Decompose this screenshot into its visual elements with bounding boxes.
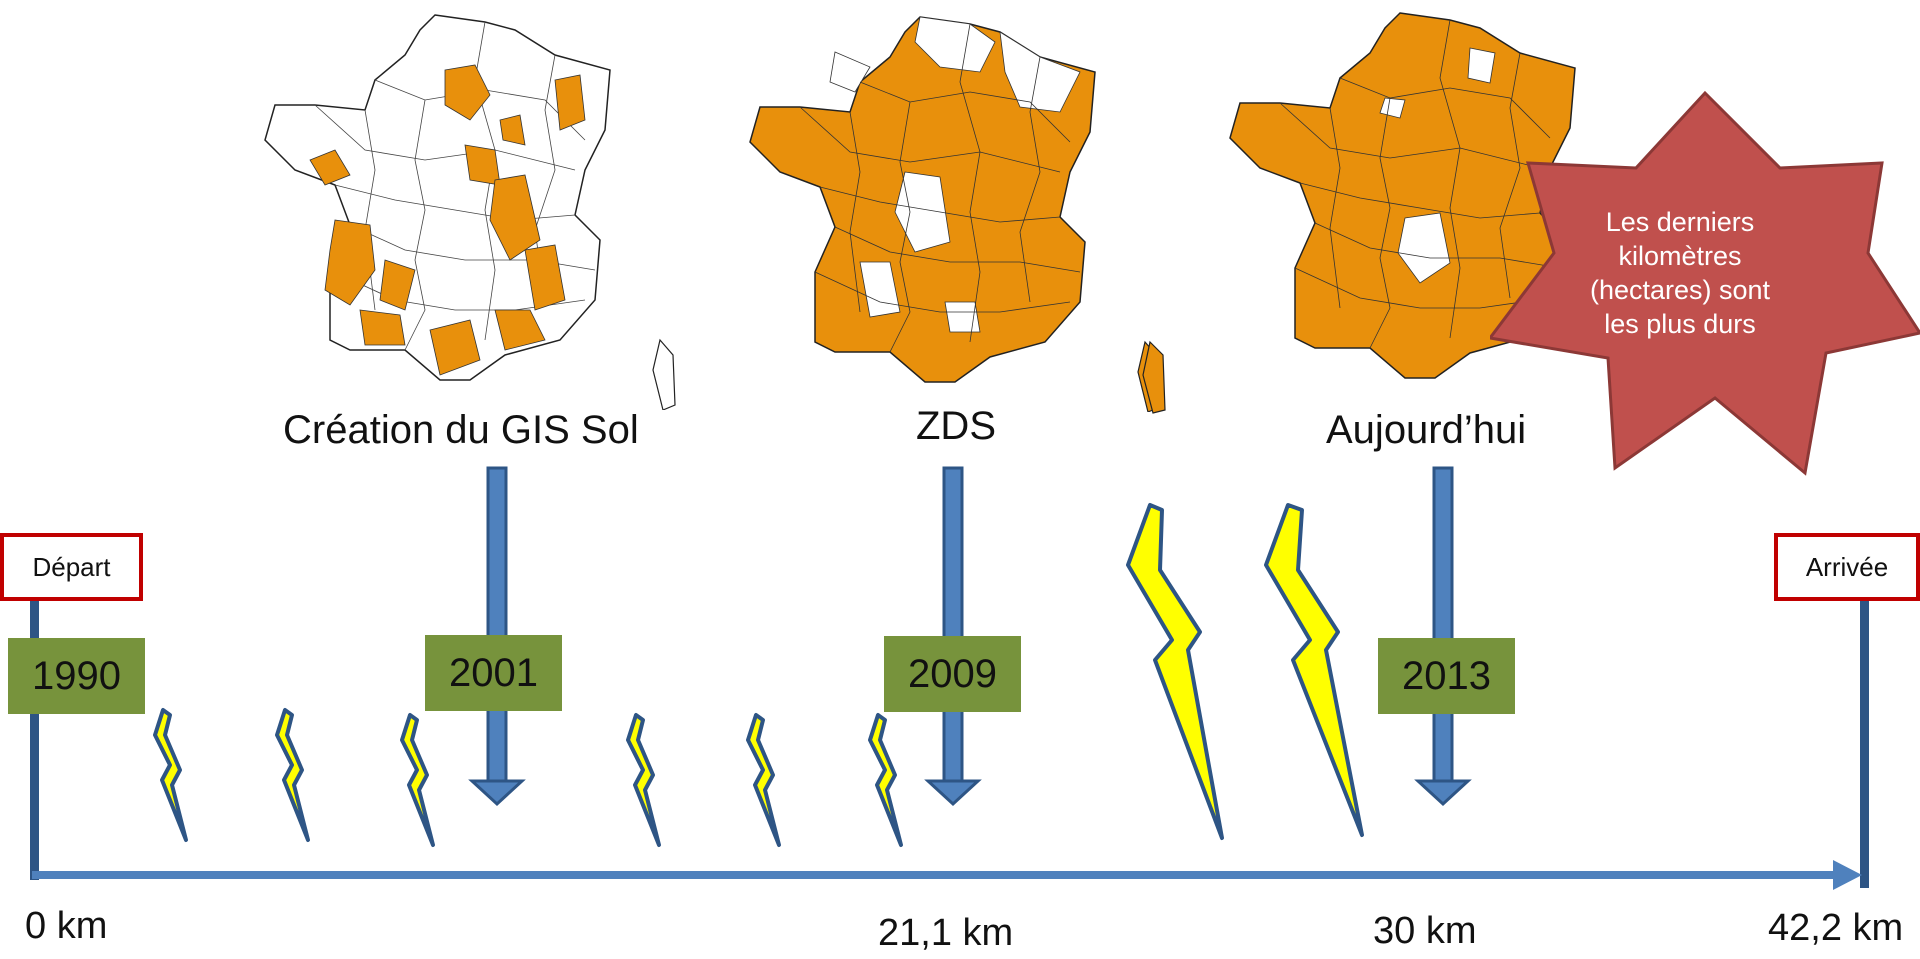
lightning-icon [153,708,188,842]
start-post [30,590,39,880]
lightning-icon [1126,503,1224,840]
lightning-icon [746,713,781,847]
callout-line-1: Les derniers [1605,207,1755,237]
start-flag: Départ [0,533,143,601]
timeline-arrowhead [1833,860,1862,890]
france-map-2013 [1229,12,1576,379]
lightning-icon [400,713,435,847]
distance-42: 42,2 km [1768,907,1904,949]
year-box-2009: 2009 [884,636,1021,712]
caption-gis-sol: Création du GIS Sol [283,408,639,452]
lightning-icon [1264,503,1364,837]
lightning-icon [626,713,661,847]
year-box-1990: 1990 [8,638,145,714]
timeline-axis [32,871,1842,879]
finish-post [1860,590,1869,888]
finish-flag: Arrivée [1774,533,1920,601]
caption-zds: ZDS [916,404,996,448]
year-box-2013: 2013 [1378,638,1515,714]
lightning-icon [868,713,903,847]
callout-line-3: (hectares) sont [1589,275,1771,305]
year-box-2001: 2001 [425,635,562,711]
callout-line-2: kilomètres [1618,241,1742,271]
lightning-icon [275,708,310,842]
distance-30: 30 km [1373,910,1477,952]
star-callout [1490,90,1920,476]
star-callout-text: Les derniers kilomètres (hectares) sont … [1580,205,1780,341]
distance-21: 21,1 km [878,912,1014,954]
callout-line-4: les plus durs [1604,309,1756,339]
france-map-1990 [264,14,676,410]
caption-aujourdhui: Aujourd’hui [1326,408,1527,452]
distance-0: 0 km [25,905,108,947]
corsica-icon [1142,340,1166,414]
down-arrow-2013 [1414,466,1472,807]
